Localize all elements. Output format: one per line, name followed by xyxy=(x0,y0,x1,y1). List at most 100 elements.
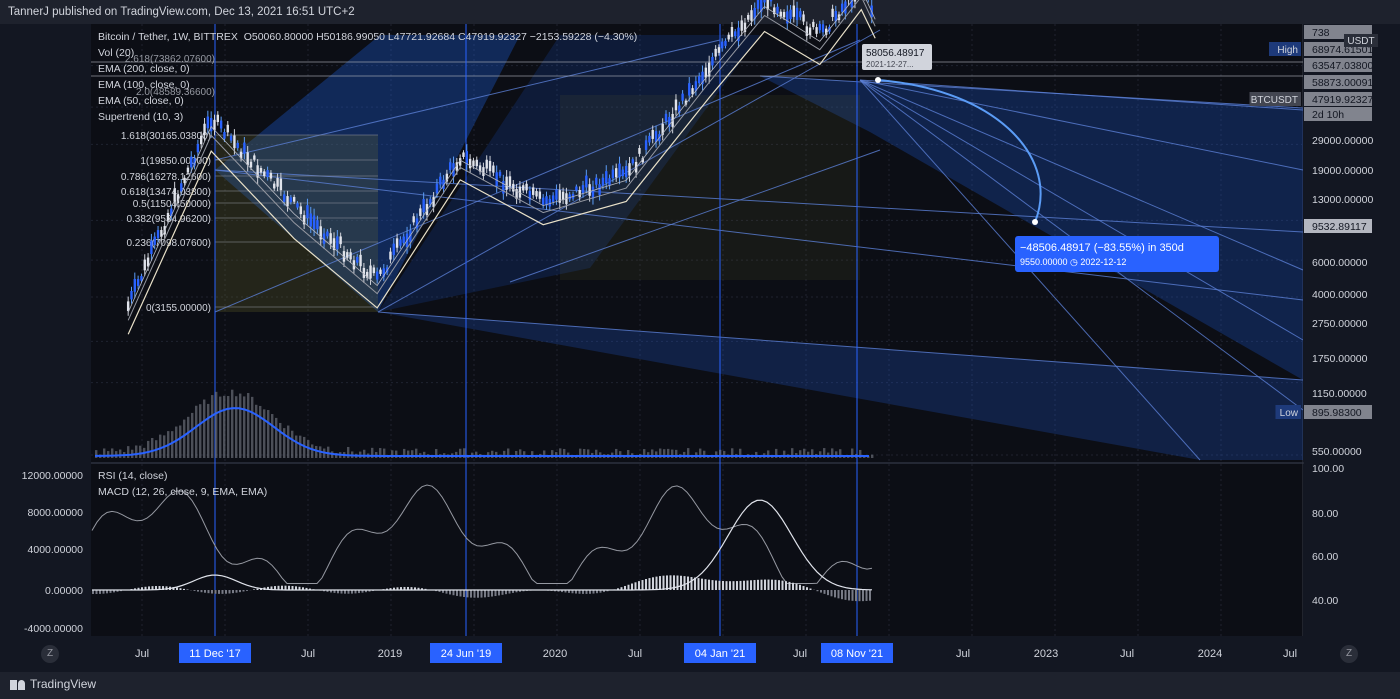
macd-hist xyxy=(711,580,714,590)
macd-hist xyxy=(393,587,395,590)
macd-hist xyxy=(368,590,371,592)
macd-hist xyxy=(162,586,164,590)
candle-body xyxy=(419,208,422,216)
candle-body xyxy=(821,24,825,33)
time-highlight-bg xyxy=(430,643,502,663)
macd-hist xyxy=(151,586,154,590)
legend-macd: MACD (12, 26, close, 9, EMA, EMA) xyxy=(98,486,268,498)
candle-body xyxy=(243,142,246,154)
zoom-left-button[interactable]: Z xyxy=(41,645,59,663)
candle-body xyxy=(691,88,694,95)
zoom-right-button[interactable]: Z xyxy=(1340,645,1358,663)
volume-bar xyxy=(403,448,406,458)
macd-hist xyxy=(277,585,280,590)
macd-hist xyxy=(505,590,507,595)
volume-bar xyxy=(395,450,398,458)
candle-body xyxy=(505,176,508,190)
macd-hist xyxy=(473,590,476,598)
candle-body xyxy=(223,131,226,139)
candle-body xyxy=(415,218,419,229)
price-tick: 29000.00000 xyxy=(1312,135,1373,147)
macd-hist xyxy=(771,579,773,590)
candle-body xyxy=(611,169,615,179)
time-tick: Jul xyxy=(135,648,149,660)
volume-bar xyxy=(283,428,286,458)
macd-hist xyxy=(669,575,672,590)
fan-line xyxy=(759,75,1304,109)
volume-bar xyxy=(659,448,662,458)
fib-label: 1.618(30165.03800) xyxy=(121,131,211,142)
candle-body xyxy=(641,158,644,163)
volume-bar xyxy=(315,445,318,458)
fan-line xyxy=(859,79,1304,341)
candle-body xyxy=(432,197,435,208)
time-tick: Jul xyxy=(793,648,807,660)
volume-bar xyxy=(651,449,654,458)
macd-hist xyxy=(326,590,329,592)
macd-hist xyxy=(820,590,822,593)
measure-start-box xyxy=(862,44,932,70)
candle-body xyxy=(143,259,146,271)
macd-hist xyxy=(816,590,819,592)
macd-hist xyxy=(760,579,763,590)
candle-body xyxy=(126,301,130,311)
candle-body xyxy=(840,3,844,12)
macd-hist xyxy=(344,590,346,594)
volume-bar xyxy=(347,446,350,458)
candle-body xyxy=(789,9,792,20)
volume-bar xyxy=(175,426,178,458)
pitchfork-band xyxy=(215,35,520,312)
measure-start-date: 2021-12-27... xyxy=(866,60,914,69)
pitchfork-drawings xyxy=(214,29,1304,461)
macd-hist xyxy=(207,590,210,594)
vertical-markers xyxy=(214,24,858,636)
volume-bar xyxy=(287,425,290,458)
macd-hist xyxy=(676,575,679,590)
volume-bar xyxy=(731,448,734,458)
candle-body xyxy=(615,168,618,178)
macd-hist xyxy=(732,581,735,590)
macd-hist xyxy=(715,580,717,590)
volume-bar xyxy=(819,451,822,458)
macd-hist xyxy=(827,590,829,596)
macd-hist xyxy=(596,590,598,594)
volume-bar xyxy=(755,451,758,458)
volume-bar xyxy=(271,414,274,458)
macd-hist xyxy=(865,590,868,601)
macd-hist xyxy=(666,575,668,590)
price-candles xyxy=(126,0,873,316)
candle-body xyxy=(465,151,469,165)
candle-body xyxy=(392,243,395,255)
tradingview-logo[interactable]: TradingView xyxy=(10,677,96,691)
volume-bar xyxy=(595,449,598,458)
volume-bar xyxy=(263,409,266,458)
macd-hist xyxy=(767,579,770,590)
candle-body xyxy=(795,7,799,20)
measure-point xyxy=(1032,219,1038,225)
volume-bar xyxy=(543,450,546,458)
candle-body xyxy=(664,113,668,122)
candle-body xyxy=(688,83,691,96)
macd-hist xyxy=(554,590,556,592)
macd-hist xyxy=(582,590,584,594)
candle-body xyxy=(246,152,249,166)
candle-body xyxy=(190,156,193,168)
volume-bar xyxy=(219,396,222,458)
volume-bar xyxy=(519,449,522,458)
legend-indicator: Vol (20) xyxy=(98,47,135,59)
candle-body xyxy=(654,131,658,143)
candle-body xyxy=(372,267,376,274)
candle-body xyxy=(322,233,326,244)
macd-hist xyxy=(631,583,633,590)
candle-body xyxy=(532,187,535,195)
candle-body xyxy=(512,183,515,192)
volume-bar xyxy=(495,451,498,458)
macd-hist xyxy=(795,583,798,590)
volume-bar xyxy=(251,396,254,458)
time-highlight: 24 Jun '19 xyxy=(441,648,491,660)
macd-hist xyxy=(284,585,287,590)
volume-bar xyxy=(159,434,162,458)
macd-hist xyxy=(694,577,696,590)
volume-bar xyxy=(423,451,426,458)
